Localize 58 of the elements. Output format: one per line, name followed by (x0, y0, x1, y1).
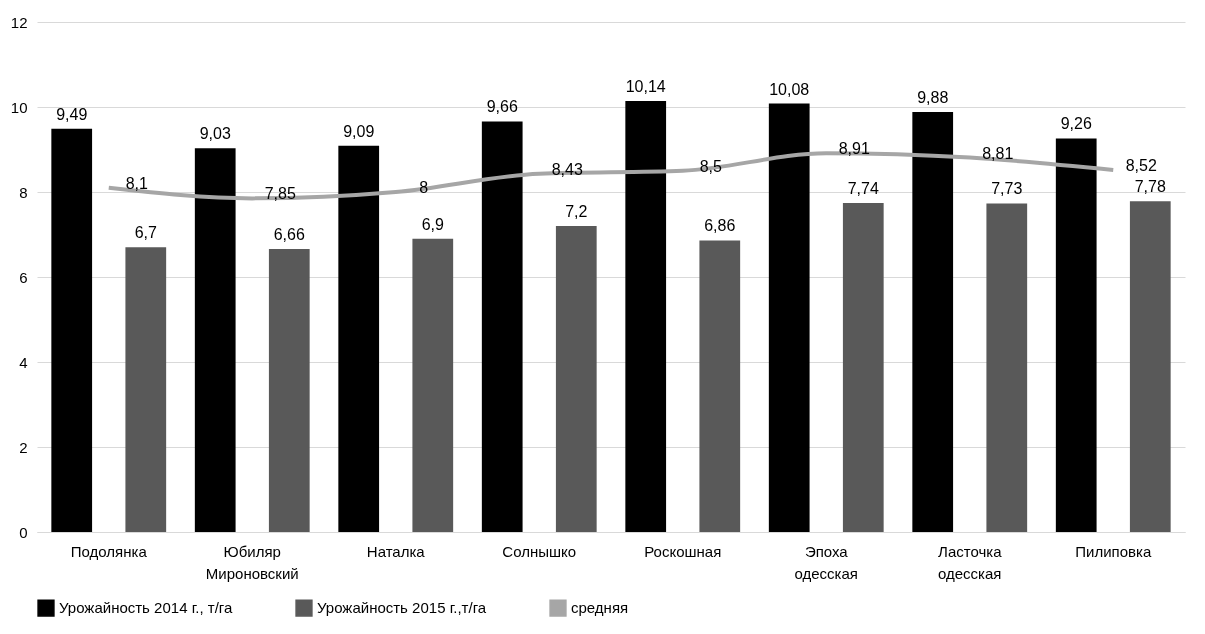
bar (699, 240, 741, 532)
data-label: 8,81 (982, 144, 1014, 162)
data-label: 9,26 (1060, 115, 1092, 133)
data-label: 7,73 (991, 180, 1023, 198)
bar (338, 145, 380, 532)
data-label: 8,91 (838, 140, 870, 158)
y-tick-label: 6 (19, 268, 28, 286)
legend-label: Урожайность 2015 г.,т/га (317, 599, 487, 617)
y-tick-label: 10 (10, 98, 28, 116)
x-tick-label: Подолянка (70, 542, 148, 560)
y-tick-label: 4 (19, 353, 28, 371)
bar (986, 203, 1028, 532)
data-label: 8,52 (1125, 156, 1157, 174)
x-tick-label: Роскошная (644, 542, 722, 560)
data-label: 7,85 (264, 185, 296, 203)
data-label: 8,1 (125, 174, 148, 192)
data-label: 6,86 (704, 217, 736, 235)
x-tick-label: Наталка (366, 542, 426, 560)
data-label: 7,78 (1134, 178, 1166, 196)
data-label: 6,9 (421, 215, 444, 233)
bar (768, 103, 810, 532)
bar (125, 247, 167, 532)
x-tick-label: Ласточка одесская (938, 542, 1003, 582)
data-label: 10,14 (625, 78, 666, 96)
bar (842, 203, 884, 532)
y-tick-label: 2 (19, 438, 28, 456)
data-label: 8,5 (699, 157, 722, 175)
data-label: 9,03 (199, 125, 231, 143)
data-label: 10,08 (769, 80, 810, 98)
data-label: 9,88 (917, 89, 949, 107)
bar (412, 238, 454, 532)
legend-label: Урожайность 2014 г., т/га (59, 599, 233, 617)
data-label: 6,66 (273, 225, 305, 243)
legend-label: средняя (571, 599, 629, 617)
x-tick-label: Юбиляр Мироновский (205, 542, 299, 582)
y-tick-label: 0 (19, 523, 28, 541)
bar (625, 101, 667, 532)
x-tick-label: Эпоха одесская (794, 542, 858, 582)
bar (1055, 138, 1097, 532)
bar (1129, 201, 1171, 532)
data-label: 6,7 (134, 224, 157, 242)
data-label: 9,49 (56, 105, 88, 123)
y-tick-label: 8 (19, 183, 28, 201)
bar (268, 248, 310, 532)
bar (912, 112, 954, 532)
data-label: 9,09 (343, 122, 375, 140)
data-label: 8,43 (551, 160, 583, 178)
bar (194, 148, 236, 532)
data-label: 8 (419, 179, 429, 196)
data-label: 7,74 (847, 180, 879, 198)
x-tick-label: Солнышко (502, 542, 577, 560)
y-tick-label: 12 (10, 13, 28, 31)
bar (51, 128, 93, 532)
bar (555, 226, 597, 532)
data-label: 9,66 (486, 98, 518, 116)
x-tick-label: Пилиповка (1075, 542, 1152, 560)
bar (481, 121, 523, 532)
data-label: 7,2 (565, 203, 588, 220)
